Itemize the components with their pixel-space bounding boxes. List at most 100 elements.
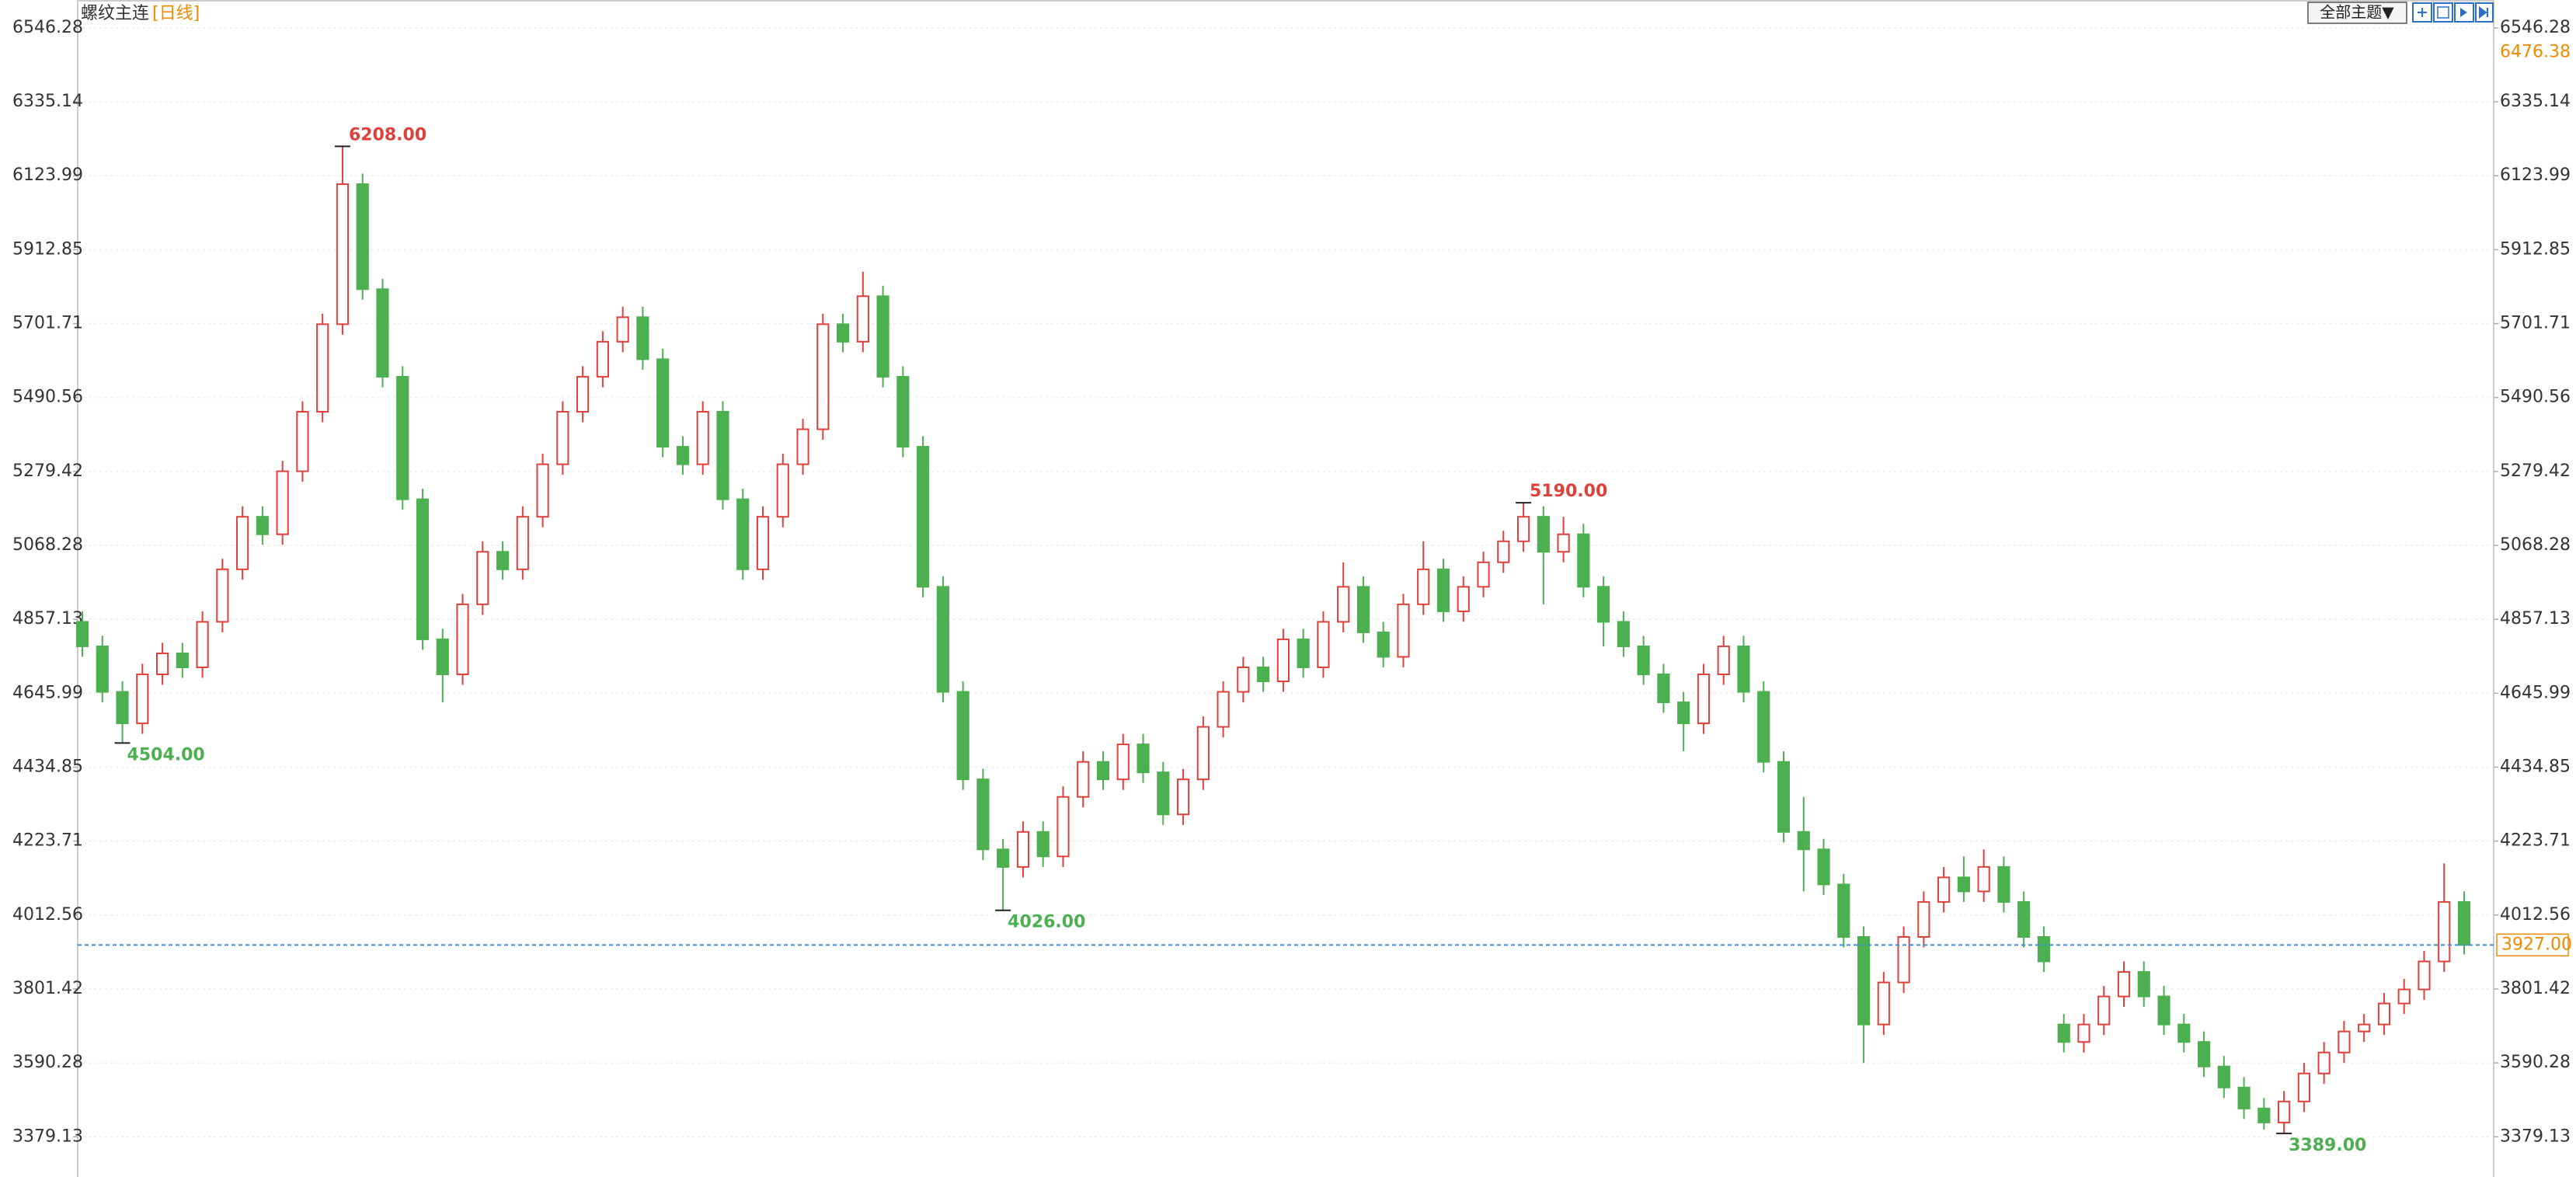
candle-body bbox=[756, 516, 770, 570]
candle-body bbox=[1797, 831, 1810, 851]
candle-body bbox=[1937, 876, 1951, 903]
candle-body bbox=[276, 470, 289, 535]
candle-body bbox=[2157, 995, 2170, 1026]
candle-body bbox=[1276, 638, 1290, 683]
candle-body bbox=[116, 691, 129, 725]
candle-body bbox=[556, 410, 569, 465]
candle-body bbox=[155, 652, 169, 675]
candle-body bbox=[536, 463, 549, 518]
y-tick-label: 4223.71 bbox=[12, 831, 83, 851]
candle-body bbox=[1777, 761, 1791, 833]
y-tick-label-right: 5701.71 bbox=[2500, 314, 2571, 333]
candle-body bbox=[1157, 771, 1170, 816]
candle-body bbox=[2397, 988, 2411, 1005]
theme-button-label[interactable]: 全部主题▼ bbox=[2320, 3, 2394, 22]
candle-body bbox=[476, 551, 489, 605]
candle-body bbox=[1877, 981, 1890, 1026]
candle-body bbox=[296, 410, 309, 472]
candle-body bbox=[1016, 831, 1030, 868]
candle-body bbox=[736, 498, 750, 570]
icon bbox=[2479, 6, 2488, 19]
y-tick-label-right: 4434.85 bbox=[2500, 757, 2571, 776]
candle-body bbox=[776, 463, 789, 518]
candle-body bbox=[1817, 848, 1830, 886]
candle-body bbox=[1977, 865, 1990, 893]
y-tick-label-right: 5490.56 bbox=[2500, 388, 2571, 407]
y-tick-label-right: 3801.42 bbox=[2500, 979, 2571, 998]
candle-body bbox=[716, 410, 729, 500]
candle-body bbox=[1397, 603, 1410, 658]
y-tick-label: 3801.42 bbox=[12, 979, 83, 998]
candle-body bbox=[1217, 691, 1230, 728]
candle-body bbox=[1737, 645, 1750, 693]
last-price-label: 3927.00 bbox=[2501, 935, 2572, 954]
candle-body bbox=[1417, 568, 1430, 605]
candle-body bbox=[96, 645, 109, 693]
candle-body bbox=[1957, 876, 1970, 893]
y-tick-label: 4857.13 bbox=[12, 609, 83, 629]
y-tick-label: 3379.13 bbox=[12, 1127, 83, 1146]
y-tick-label: 5279.42 bbox=[12, 461, 83, 481]
candle-body bbox=[2297, 1072, 2310, 1102]
candle-body bbox=[376, 288, 389, 378]
zoom-out-button[interactable] bbox=[2433, 2, 2453, 23]
y-tick-label: 3590.28 bbox=[12, 1053, 83, 1072]
candle-body bbox=[1457, 586, 1470, 612]
candle-body bbox=[997, 848, 1010, 868]
candle-body bbox=[2057, 1023, 2070, 1043]
candle-body bbox=[2177, 1023, 2191, 1043]
candle-body bbox=[1317, 621, 1330, 668]
upper-value-label: 6476.38 bbox=[2500, 42, 2571, 61]
candle-body bbox=[516, 516, 529, 570]
candle-body bbox=[1516, 516, 1530, 542]
high-annotation: 6208.00 bbox=[349, 125, 426, 145]
candle-body bbox=[836, 323, 850, 343]
y-tick-label: 5068.28 bbox=[12, 535, 83, 555]
candle-body bbox=[2077, 1023, 2090, 1043]
candle-body bbox=[2137, 971, 2150, 998]
candle-body bbox=[2237, 1086, 2251, 1109]
y-tick-label: 5701.71 bbox=[12, 314, 83, 333]
icon bbox=[2418, 8, 2427, 17]
y-tick-label: 4434.85 bbox=[12, 757, 83, 776]
candle-body bbox=[1557, 533, 1570, 553]
y-tick-label: 5490.56 bbox=[12, 388, 83, 407]
candle-body bbox=[1196, 726, 1210, 781]
y-tick-label-right: 5279.42 bbox=[2500, 461, 2571, 481]
candle-body bbox=[976, 778, 990, 851]
low-annotation: 4504.00 bbox=[127, 745, 205, 764]
candle-body bbox=[816, 323, 830, 430]
candle-body bbox=[917, 446, 930, 588]
theme-button[interactable] bbox=[2307, 2, 2407, 24]
candle-body bbox=[1577, 533, 1590, 588]
y-tick-label-right: 4645.99 bbox=[2500, 683, 2571, 702]
candle-body bbox=[1537, 516, 1550, 553]
candle-body bbox=[1757, 691, 1770, 763]
candle-body bbox=[1337, 586, 1350, 623]
candle-body bbox=[496, 551, 510, 570]
icon bbox=[2437, 6, 2449, 19]
candle-body bbox=[796, 428, 809, 465]
candle-body bbox=[2197, 1041, 2211, 1067]
candle-body bbox=[596, 340, 609, 378]
candle-body bbox=[636, 316, 649, 360]
candle-body bbox=[236, 516, 249, 570]
candle-body bbox=[856, 295, 869, 343]
y-tick-label-right: 6335.14 bbox=[2500, 92, 2571, 111]
y-tick-label: 5912.85 bbox=[12, 239, 83, 259]
candle-body bbox=[456, 603, 469, 675]
candle-body bbox=[2418, 960, 2431, 991]
candle-body bbox=[2377, 1002, 2391, 1026]
candle-body bbox=[1657, 673, 1670, 704]
y-tick-label: 6335.14 bbox=[12, 92, 83, 111]
candle-body bbox=[1677, 702, 1690, 725]
candle-body bbox=[256, 516, 269, 535]
candle-body bbox=[1697, 673, 1711, 725]
candle-body bbox=[1257, 666, 1270, 683]
period-label: [日线] bbox=[152, 4, 200, 23]
candle-body bbox=[1116, 743, 1130, 781]
candle-body bbox=[576, 375, 590, 413]
chart-title: 螺纹主连 bbox=[81, 4, 149, 23]
